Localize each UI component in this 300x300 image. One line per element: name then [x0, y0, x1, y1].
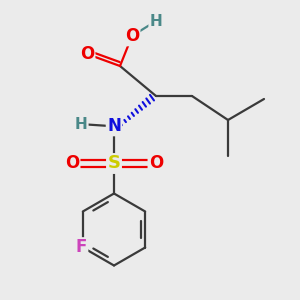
Text: S: S — [107, 154, 121, 172]
Text: H: H — [75, 117, 87, 132]
Text: N: N — [107, 117, 121, 135]
Text: H: H — [150, 14, 162, 28]
Text: O: O — [125, 27, 139, 45]
Text: O: O — [149, 154, 163, 172]
Text: O: O — [65, 154, 79, 172]
Text: F: F — [76, 238, 87, 256]
Text: O: O — [80, 45, 94, 63]
